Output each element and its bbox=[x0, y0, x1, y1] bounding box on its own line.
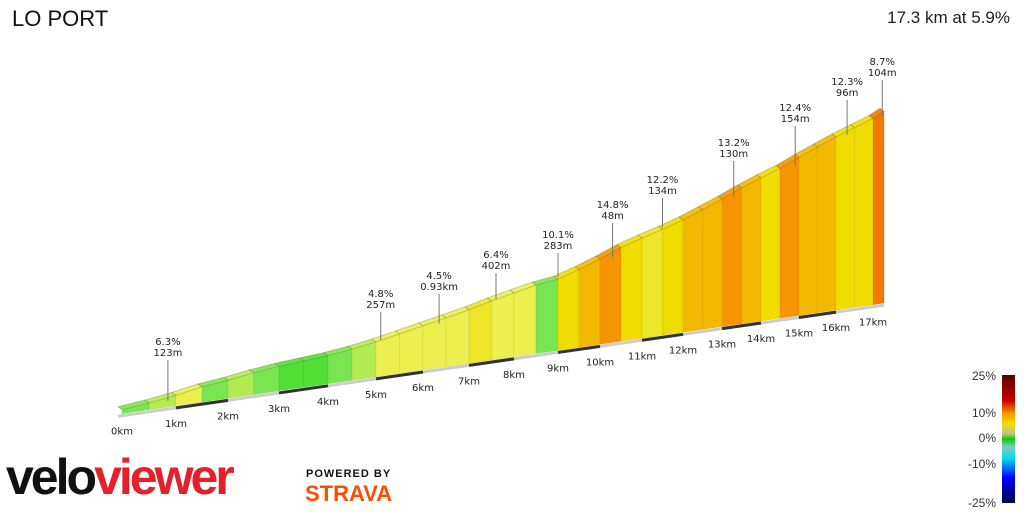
x-tick-label: 7km bbox=[458, 376, 480, 387]
profile-segment bbox=[741, 177, 762, 325]
logo-velo: velo bbox=[6, 449, 97, 505]
x-tick-label: 13km bbox=[708, 340, 736, 351]
x-tick-label: 1km bbox=[165, 419, 187, 430]
legend-label: 0% bbox=[979, 431, 997, 445]
annotation-length: 48m bbox=[601, 211, 623, 222]
profile-segment bbox=[872, 110, 885, 306]
profile-segment bbox=[445, 309, 470, 368]
annotation-length: 257m bbox=[366, 300, 395, 311]
x-tick-label: 17km bbox=[859, 318, 887, 329]
profile-segment bbox=[620, 237, 643, 342]
climb-summary: 17.3 km at 5.9% bbox=[887, 8, 1010, 27]
annotation-gradient: 12.3% bbox=[831, 77, 863, 88]
annotation-length: 134m bbox=[648, 186, 677, 197]
annotation-gradient: 12.4% bbox=[779, 103, 811, 114]
annotation-gradient: 6.4% bbox=[483, 250, 508, 261]
x-tick-label: 0km bbox=[111, 427, 133, 438]
annotation-gradient: 13.2% bbox=[718, 138, 750, 149]
annotation-gradient: 4.5% bbox=[426, 271, 451, 282]
x-tick-label: 10km bbox=[586, 357, 614, 368]
profile-segment bbox=[599, 247, 622, 345]
km-band bbox=[641, 332, 684, 342]
km-band bbox=[278, 384, 329, 395]
profile-segment bbox=[817, 136, 837, 314]
annotation-length: 96m bbox=[836, 88, 858, 99]
page-title: LO PORT bbox=[12, 6, 109, 31]
profile-segment bbox=[557, 269, 580, 351]
profile-segment bbox=[422, 317, 447, 371]
strava-logo: STRAVA bbox=[305, 481, 393, 506]
profile-segment bbox=[641, 228, 663, 339]
profile-segment bbox=[468, 300, 492, 364]
x-tick-label: 2km bbox=[217, 411, 239, 422]
profile-segment bbox=[682, 209, 703, 333]
legend-label: 10% bbox=[972, 406, 996, 420]
profile-segment bbox=[513, 284, 537, 358]
km-band bbox=[375, 370, 424, 381]
km-band bbox=[175, 398, 229, 410]
powered-by-label: POWERED BY bbox=[306, 468, 392, 480]
annotation-length: 283m bbox=[544, 241, 573, 252]
annotation-length: 104m bbox=[868, 68, 897, 79]
x-tick-label: 9km bbox=[547, 363, 569, 374]
profile-segment bbox=[535, 278, 559, 354]
annotation-length: 123m bbox=[153, 348, 182, 359]
annotation-length: 130m bbox=[719, 149, 748, 160]
legend-label: -25% bbox=[968, 496, 996, 510]
annotation-gradient: 12.2% bbox=[647, 175, 679, 186]
km-band bbox=[468, 357, 515, 367]
annotation-length: 402m bbox=[482, 261, 511, 272]
x-tick-label: 16km bbox=[822, 323, 850, 334]
x-tick-label: 5km bbox=[365, 390, 387, 401]
annotation-length: 154m bbox=[781, 114, 810, 125]
km-band bbox=[798, 310, 837, 319]
profile-segment bbox=[854, 117, 874, 308]
annotation-gradient: 8.7% bbox=[870, 57, 895, 68]
profile-segment bbox=[702, 198, 723, 330]
profile-segment bbox=[578, 258, 601, 348]
x-tick-label: 15km bbox=[785, 328, 813, 339]
gradient-legend-bar bbox=[1002, 375, 1015, 503]
legend-label: 25% bbox=[972, 369, 996, 383]
profile-segment bbox=[760, 167, 781, 322]
x-tick-label: 8km bbox=[503, 370, 525, 381]
annotation-gradient: 14.8% bbox=[597, 200, 629, 211]
profile-segment bbox=[835, 127, 855, 311]
x-tick-label: 6km bbox=[412, 383, 434, 394]
km-band bbox=[721, 321, 762, 331]
profile-segment bbox=[491, 292, 515, 361]
x-tick-label: 12km bbox=[669, 345, 697, 356]
annotation-gradient: 6.3% bbox=[155, 337, 180, 348]
profile-segment bbox=[721, 187, 742, 327]
annotation-gradient: 10.1% bbox=[542, 230, 574, 241]
profile-segment bbox=[779, 156, 800, 319]
logo-viewer: viewer bbox=[94, 449, 235, 505]
annotation-length: 0.93km bbox=[420, 282, 458, 293]
annotation-gradient: 4.8% bbox=[368, 289, 393, 300]
profile-segment bbox=[662, 219, 684, 336]
profile-segment-top bbox=[868, 107, 885, 119]
profile-segment bbox=[798, 146, 818, 316]
veloviewer-logo: veloviewer bbox=[6, 449, 235, 505]
x-tick-label: 11km bbox=[628, 351, 656, 362]
x-tick-label: 14km bbox=[747, 334, 775, 345]
legend-label: -10% bbox=[968, 457, 996, 471]
x-tick-label: 3km bbox=[268, 404, 290, 415]
km-band bbox=[557, 344, 601, 354]
x-tick-label: 4km bbox=[317, 397, 339, 408]
